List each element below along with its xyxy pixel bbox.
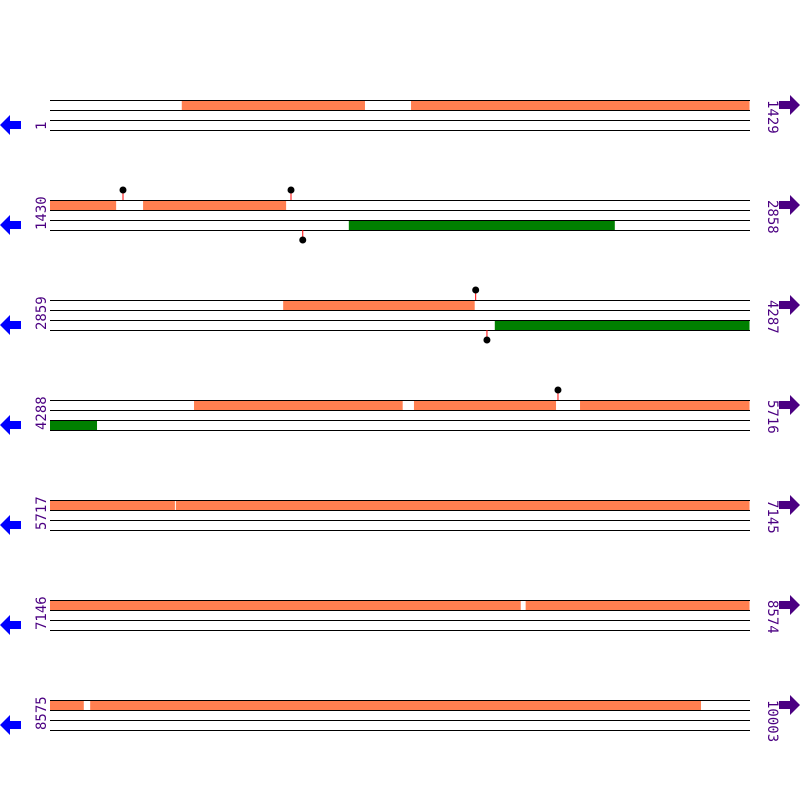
row-start-label: 7146 bbox=[34, 596, 50, 630]
row-end-label: 8574 bbox=[764, 600, 780, 634]
row-start-label: 1 bbox=[34, 122, 50, 130]
marker-dot bbox=[299, 236, 307, 244]
reverse-feature bbox=[348, 220, 615, 230]
forward-feature bbox=[413, 400, 557, 410]
row-end-label: 7145 bbox=[764, 500, 780, 534]
row-end-label: 1429 bbox=[764, 100, 780, 134]
row-start-label: 2859 bbox=[34, 296, 50, 330]
map-row: 7146 8574 bbox=[0, 595, 800, 635]
arrow-left-icon bbox=[0, 615, 21, 635]
map-row: 1430 2858 bbox=[0, 186, 800, 244]
marker-dot bbox=[554, 386, 562, 394]
forward-feature bbox=[143, 200, 287, 210]
forward-feature bbox=[175, 500, 750, 510]
arrow-right-icon bbox=[779, 395, 800, 415]
forward-feature bbox=[181, 100, 365, 110]
row-start-label: 8575 bbox=[34, 696, 50, 730]
forward-feature bbox=[525, 600, 750, 610]
arrow-left-icon bbox=[0, 215, 21, 235]
forward-feature bbox=[50, 500, 175, 510]
marker-dot bbox=[483, 336, 491, 344]
map-row: 5717 7145 bbox=[0, 495, 800, 535]
reverse-feature bbox=[494, 320, 750, 330]
forward-feature bbox=[411, 100, 750, 110]
map-row: 4288 5716 bbox=[0, 386, 800, 435]
map-row: 8575 10003 bbox=[0, 695, 800, 742]
forward-feature bbox=[580, 400, 750, 410]
arrow-left-icon bbox=[0, 415, 21, 435]
arrow-right-icon bbox=[779, 695, 800, 715]
marker-dot bbox=[119, 186, 127, 194]
arrow-left-icon bbox=[0, 315, 21, 335]
row-start-label: 1430 bbox=[34, 196, 50, 230]
arrow-left-icon bbox=[0, 515, 21, 535]
marker-dot bbox=[472, 286, 480, 294]
arrow-right-icon bbox=[779, 195, 800, 215]
forward-feature bbox=[50, 200, 117, 210]
forward-feature bbox=[194, 400, 403, 410]
forward-feature bbox=[50, 700, 84, 710]
row-end-label: 4287 bbox=[764, 300, 780, 334]
map-row: 1 1429 bbox=[0, 95, 800, 135]
reverse-feature bbox=[50, 420, 98, 430]
arrow-right-icon bbox=[779, 295, 800, 315]
arrow-right-icon bbox=[779, 495, 800, 515]
arrow-right-icon bbox=[779, 595, 800, 615]
map-row: 2859 4287 bbox=[0, 286, 800, 344]
forward-feature bbox=[283, 300, 475, 310]
row-end-label: 2858 bbox=[764, 200, 780, 234]
forward-feature bbox=[50, 600, 521, 610]
arrow-left-icon bbox=[0, 115, 21, 135]
marker-dot bbox=[287, 186, 295, 194]
arrow-right-icon bbox=[779, 95, 800, 115]
row-end-label: 10003 bbox=[764, 700, 780, 742]
row-start-label: 4288 bbox=[34, 396, 50, 430]
row-start-label: 5717 bbox=[34, 496, 50, 530]
row-end-label: 5716 bbox=[764, 400, 780, 434]
forward-feature bbox=[90, 700, 702, 710]
arrow-left-icon bbox=[0, 715, 21, 735]
